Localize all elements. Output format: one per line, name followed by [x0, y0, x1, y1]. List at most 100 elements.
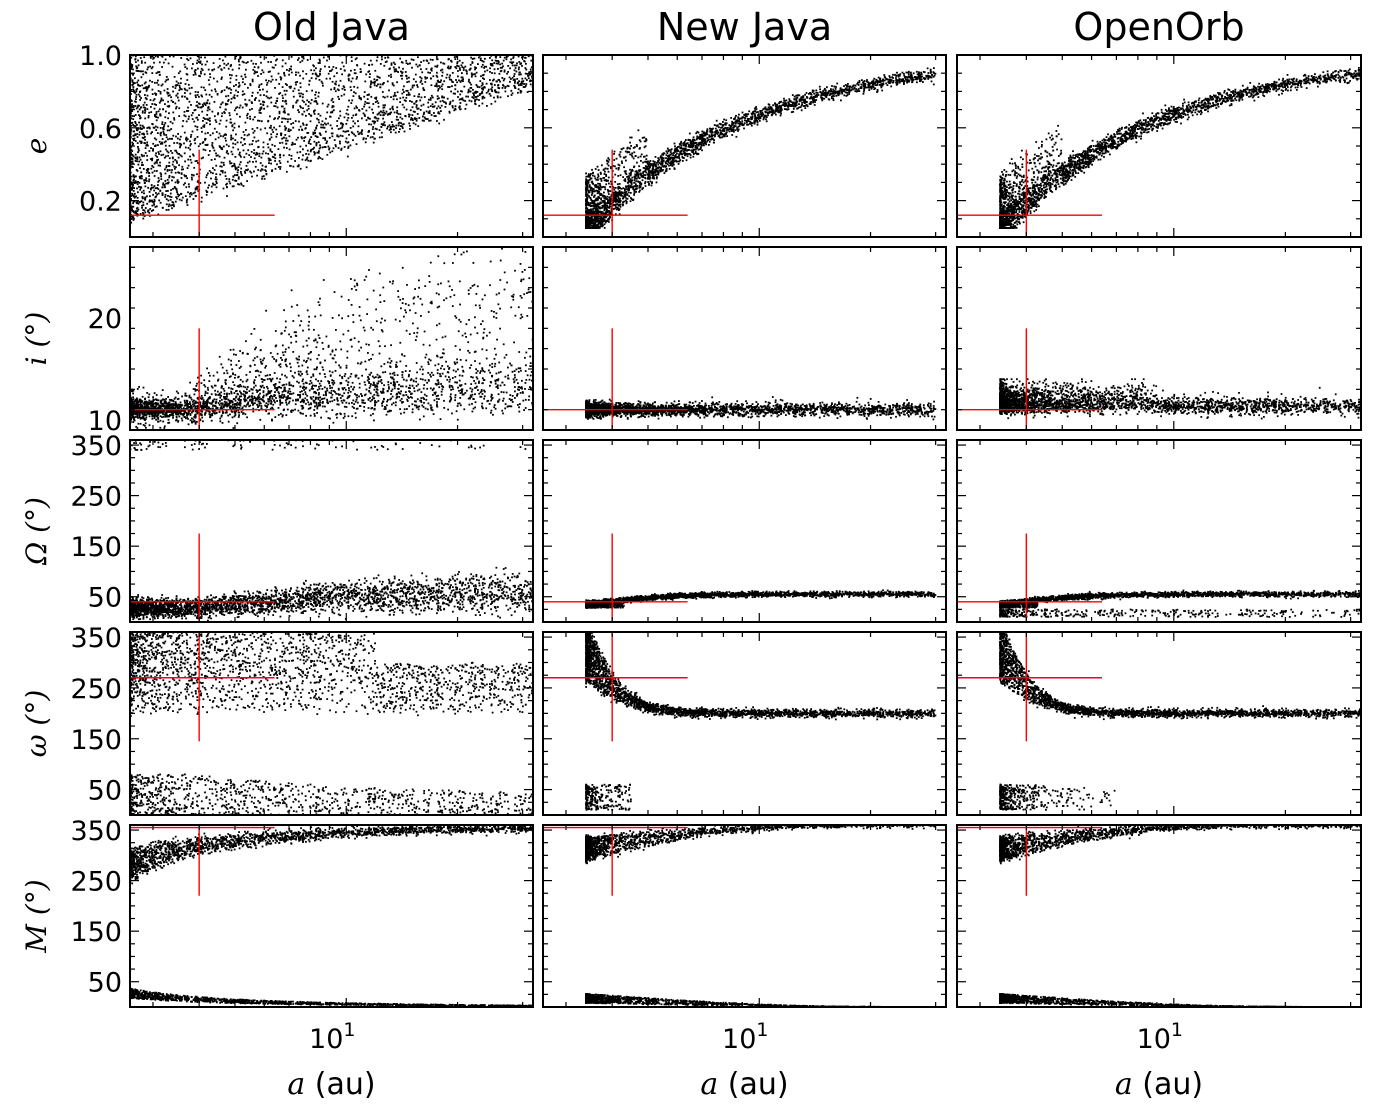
data-point — [517, 68, 520, 71]
data-point — [132, 81, 135, 84]
data-point — [229, 74, 231, 76]
data-point — [639, 140, 642, 143]
data-point — [215, 173, 218, 175]
data-point — [454, 88, 457, 91]
data-point — [629, 178, 632, 181]
data-point — [841, 92, 844, 95]
data-point — [389, 67, 391, 70]
data-point — [481, 87, 483, 90]
data-point — [407, 63, 409, 65]
data-point — [507, 71, 509, 73]
data-point — [346, 119, 349, 122]
data-point — [796, 94, 799, 96]
data-point — [314, 109, 316, 112]
data-point — [130, 160, 133, 163]
data-point — [612, 192, 615, 195]
data-point — [185, 120, 188, 123]
data-point — [162, 182, 165, 185]
data-point — [178, 198, 181, 201]
data-point — [232, 142, 234, 145]
data-point — [464, 65, 467, 68]
data-point — [646, 162, 649, 165]
data-point — [331, 97, 334, 100]
data-point — [635, 177, 638, 180]
data-point — [153, 107, 156, 110]
data-point — [373, 122, 376, 125]
data-point — [165, 148, 167, 151]
data-point — [305, 90, 308, 92]
data-point — [150, 184, 153, 186]
data-point — [373, 116, 376, 119]
data-point — [317, 62, 320, 64]
data-point — [314, 135, 317, 137]
data-point — [341, 73, 343, 76]
data-point — [146, 159, 149, 161]
data-point — [149, 158, 152, 160]
data-point — [323, 126, 326, 129]
data-point — [254, 153, 257, 156]
data-point — [381, 58, 383, 61]
y-tick-label: 0.6 — [79, 114, 122, 145]
data-point — [238, 183, 241, 186]
data-point — [235, 74, 238, 77]
data-point — [380, 126, 383, 128]
data-point — [354, 72, 357, 75]
data-point — [209, 123, 211, 126]
data-point — [465, 103, 468, 106]
data-point — [514, 86, 516, 89]
data-point — [721, 136, 724, 139]
data-point — [284, 83, 287, 85]
data-point — [621, 148, 623, 151]
data-point — [165, 166, 168, 169]
data-point — [506, 84, 509, 87]
data-point — [448, 78, 451, 81]
data-point — [258, 111, 261, 114]
data-point — [302, 123, 305, 126]
data-point — [131, 79, 134, 82]
data-point — [313, 140, 316, 143]
data-point — [167, 205, 170, 208]
data-point — [152, 201, 155, 203]
data-point — [379, 114, 382, 116]
data-point — [620, 160, 623, 163]
data-point — [157, 71, 159, 74]
data-point — [697, 144, 700, 147]
data-point — [219, 119, 222, 122]
data-point — [427, 71, 430, 74]
data-point — [355, 113, 358, 116]
data-point — [454, 66, 457, 68]
data-point — [826, 92, 829, 94]
data-point — [343, 116, 346, 119]
data-point — [130, 152, 132, 154]
data-point — [404, 115, 407, 118]
data-point — [245, 152, 248, 155]
data-point — [245, 165, 248, 167]
data-point — [364, 141, 367, 144]
data-point — [594, 222, 597, 225]
data-point — [473, 91, 476, 94]
data-point — [156, 193, 159, 196]
data-point — [130, 198, 132, 200]
data-point — [136, 129, 139, 132]
data-point — [295, 83, 297, 86]
data-point — [208, 93, 211, 96]
data-point — [719, 136, 722, 139]
data-point — [130, 89, 133, 91]
data-point — [171, 163, 174, 166]
data-point — [629, 141, 631, 144]
data-point — [608, 205, 611, 207]
data-point — [197, 162, 199, 164]
data-point — [462, 99, 465, 102]
data-point — [481, 83, 484, 86]
data-point — [286, 120, 289, 123]
data-point — [266, 96, 269, 99]
data-point — [868, 89, 871, 91]
data-point — [829, 93, 832, 95]
data-point — [616, 183, 619, 186]
data-point — [681, 155, 684, 158]
data-point — [235, 180, 238, 182]
data-point — [241, 106, 244, 109]
data-point — [603, 227, 606, 229]
data-point — [449, 100, 452, 103]
data-point — [184, 195, 187, 197]
